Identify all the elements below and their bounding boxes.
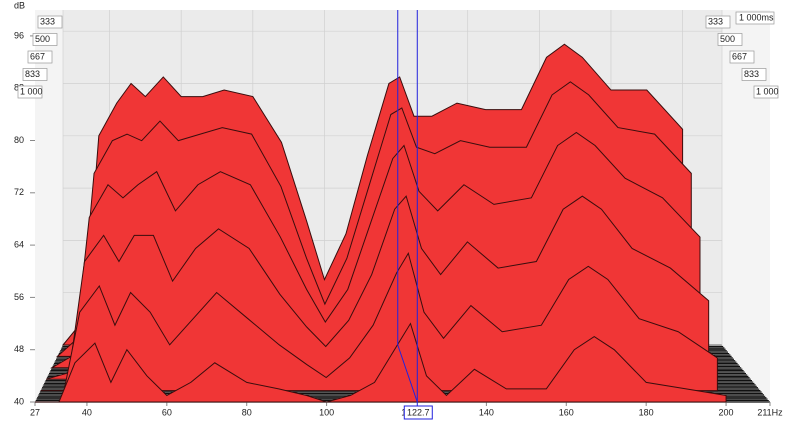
time-tick-label: 1 000 [20, 86, 43, 96]
time-tick-label: 833 [25, 69, 40, 79]
time-label-box [17, 85, 43, 99]
cursor-line [397, 344, 418, 403]
time-tick-label: 833 [744, 69, 759, 79]
y-tick-label: 40 [14, 396, 24, 406]
y-tick-label: 96 [14, 30, 24, 40]
cursor-label-box [403, 405, 433, 420]
x-tick-label: 40 [82, 407, 92, 417]
x-tick-label: 27 [30, 407, 40, 417]
time-label-box [729, 50, 755, 64]
time-label-box [22, 68, 48, 81]
y-tick-label: 72 [14, 187, 24, 197]
time-label-box [27, 50, 53, 64]
slice [40, 252, 718, 392]
time-label-box [753, 85, 779, 99]
x-tick-label: 100 [319, 407, 334, 417]
y-tick-label: 48 [14, 344, 24, 354]
x-tick-label: 80 [242, 407, 252, 417]
time-label-box [32, 33, 58, 46]
x-tick-label: 160 [559, 407, 574, 417]
y-tick-label: 80 [14, 135, 24, 145]
x-tick-label: 60 [162, 407, 172, 417]
time-label-box [37, 15, 63, 29]
time-label-box [705, 15, 731, 29]
time-axis-label: 1 000ms [739, 12, 774, 22]
time-label-box [735, 11, 775, 25]
time-tick-label: 333 [708, 16, 723, 26]
time-label-box [741, 68, 767, 81]
x-tick-label: 180 [639, 407, 654, 417]
time-tick-label: 500 [720, 34, 735, 44]
time-tick-label: 500 [35, 34, 50, 44]
time-label-box [717, 33, 743, 46]
time-tick-label: 667 [732, 51, 747, 61]
left-wall [35, 10, 63, 402]
cursor-label: 122.7 [407, 407, 430, 417]
x-tick-label: 140 [479, 407, 494, 417]
time-tick-label: 333 [40, 16, 55, 26]
x-tick-label: 200 [719, 407, 734, 417]
y-tick-label: 56 [14, 292, 24, 302]
time-tick-label: 667 [30, 51, 45, 61]
x-tick-label: 211Hz [757, 407, 783, 417]
y-axis-label: dB [14, 0, 25, 10]
time-tick-label: 1 000 [756, 86, 779, 96]
y-tick-label: 64 [14, 239, 24, 249]
slice [35, 322, 727, 403]
right-wall [722, 10, 770, 402]
